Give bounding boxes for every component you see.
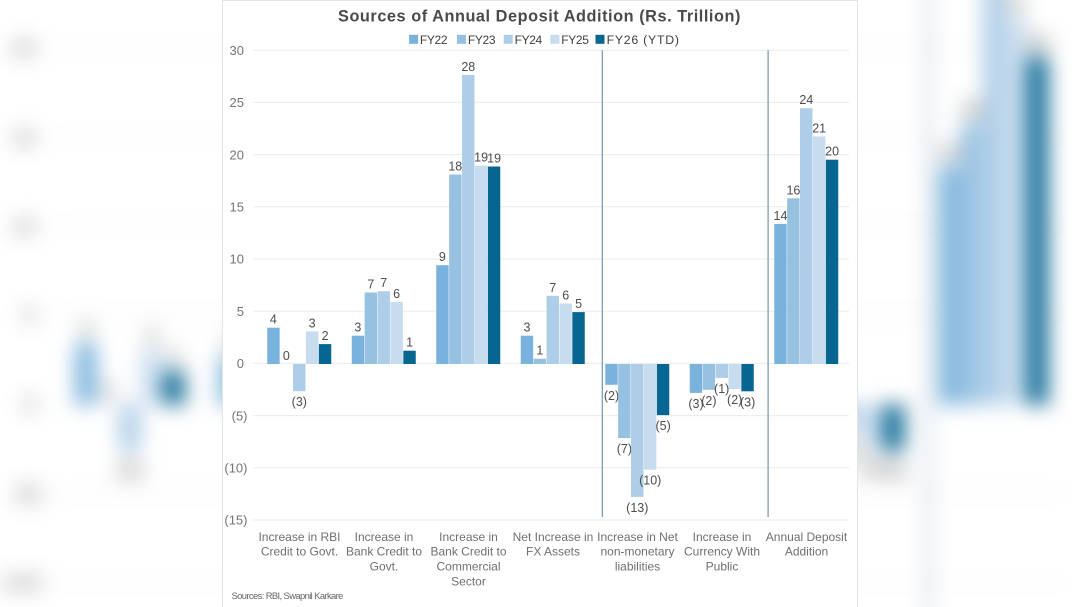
svg-text:(15): (15) (224, 513, 247, 528)
svg-text:4: 4 (270, 313, 277, 327)
svg-text:(3): (3) (740, 395, 755, 409)
svg-text:Currency With: Currency With (684, 545, 760, 559)
svg-text:5: 5 (23, 303, 35, 328)
svg-text:21: 21 (1004, 0, 1028, 15)
svg-text:19: 19 (474, 151, 488, 165)
svg-text:20: 20 (230, 147, 244, 162)
svg-text:24: 24 (799, 93, 813, 107)
svg-text:5: 5 (575, 297, 582, 311)
svg-text:9: 9 (439, 250, 446, 264)
svg-text:7: 7 (380, 276, 387, 290)
svg-text:(5): (5) (15, 481, 42, 506)
svg-text:(5): (5) (232, 408, 248, 423)
svg-text:10: 10 (230, 252, 244, 267)
svg-text:FY25: FY25 (561, 33, 589, 47)
svg-text:Increase in: Increase in (439, 530, 498, 544)
svg-text:3: 3 (524, 321, 531, 335)
svg-text:(2): (2) (604, 389, 619, 403)
svg-text:1: 1 (406, 336, 413, 350)
svg-text:(10): (10) (639, 474, 661, 488)
svg-text:(3): (3) (688, 397, 703, 411)
svg-text:0: 0 (23, 392, 35, 417)
svg-text:Net Increase in: Net Increase in (513, 530, 594, 544)
svg-text:(3): (3) (117, 458, 143, 482)
svg-text:4: 4 (80, 317, 92, 341)
svg-text:16: 16 (960, 97, 984, 121)
svg-text:28: 28 (461, 60, 475, 74)
svg-text:Public: Public (706, 560, 739, 574)
svg-text:liabilities: liabilities (615, 560, 660, 574)
svg-text:0: 0 (237, 356, 244, 371)
svg-text:Increase in RBI: Increase in RBI (258, 530, 340, 544)
svg-text:3: 3 (309, 316, 316, 330)
svg-text:(7): (7) (617, 442, 632, 456)
svg-text:FY23: FY23 (468, 33, 496, 47)
svg-text:(10): (10) (224, 461, 247, 476)
svg-text:2: 2 (168, 345, 180, 369)
svg-text:3: 3 (354, 321, 361, 335)
svg-text:Bank Credit to: Bank Credit to (346, 545, 422, 559)
svg-text:5: 5 (237, 304, 244, 319)
svg-text:Increase in Net: Increase in Net (597, 530, 678, 544)
svg-text:(13): (13) (626, 501, 648, 515)
svg-text:Increase in: Increase in (693, 530, 752, 544)
svg-text:Bank Credit to: Bank Credit to (430, 545, 506, 559)
svg-text:30: 30 (230, 43, 244, 58)
svg-text:7: 7 (549, 281, 556, 295)
svg-text:(1): (1) (714, 382, 729, 396)
svg-text:7: 7 (367, 278, 374, 292)
svg-text:FY26 (YTD): FY26 (YTD) (607, 33, 680, 47)
svg-text:Annual Deposit: Annual Deposit (766, 530, 848, 544)
svg-text:Addition: Addition (785, 545, 828, 559)
svg-text:10: 10 (11, 214, 36, 239)
svg-text:(3): (3) (292, 395, 307, 409)
svg-text:0: 0 (283, 349, 290, 363)
svg-text:1: 1 (536, 344, 543, 358)
svg-text:20: 20 (11, 36, 36, 61)
svg-text:18: 18 (448, 160, 462, 174)
svg-text:25: 25 (230, 95, 244, 110)
svg-text:20: 20 (825, 145, 839, 159)
svg-text:(5): (5) (655, 419, 670, 433)
svg-text:(10): (10) (2, 570, 41, 595)
svg-text:19: 19 (487, 152, 501, 166)
svg-text:(2): (2) (859, 454, 885, 478)
svg-text:0: 0 (102, 379, 114, 403)
svg-text:non-monetary: non-monetary (600, 545, 674, 559)
svg-text:16: 16 (786, 183, 800, 197)
svg-text:FY22: FY22 (420, 33, 448, 47)
svg-text:FY24: FY24 (515, 33, 543, 47)
svg-text:15: 15 (230, 200, 244, 215)
svg-text:21: 21 (812, 121, 826, 135)
svg-text:(2): (2) (727, 393, 742, 407)
svg-text:20: 20 (1026, 31, 1050, 55)
svg-text:Govt.: Govt. (370, 560, 399, 574)
svg-text:Sources of Annual Deposit Addi: Sources of Annual Deposit Addition (Rs. … (338, 8, 741, 26)
svg-text:Sector: Sector (451, 575, 486, 589)
svg-text:14: 14 (774, 209, 788, 223)
svg-text:6: 6 (562, 289, 569, 303)
svg-text:14: 14 (938, 141, 962, 165)
svg-text:FX Assets: FX Assets (526, 545, 580, 559)
svg-text:Increase in: Increase in (355, 530, 414, 544)
svg-text:Credit to Govt.: Credit to Govt. (261, 545, 338, 559)
svg-text:Sources: RBI, Swapnil Karkare: Sources: RBI, Swapnil Karkare (232, 590, 344, 601)
svg-text:Commercial: Commercial (436, 560, 500, 574)
svg-text:2: 2 (322, 329, 329, 343)
svg-text:(2): (2) (701, 394, 716, 408)
svg-text:(3): (3) (881, 458, 907, 482)
svg-text:3: 3 (146, 324, 158, 348)
svg-text:15: 15 (11, 125, 36, 150)
svg-text:6: 6 (393, 287, 400, 301)
